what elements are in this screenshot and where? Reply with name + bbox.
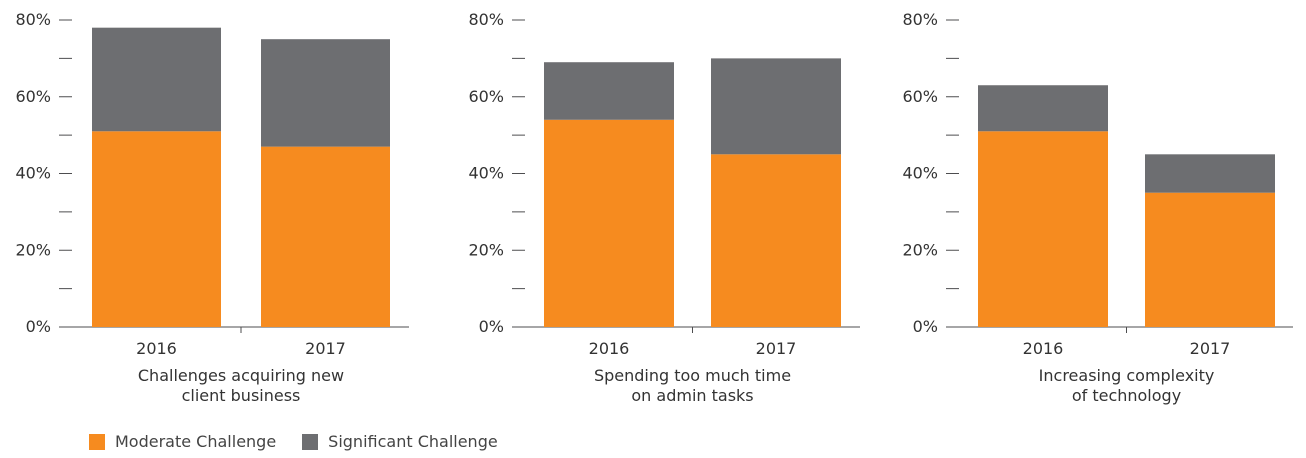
chart-3-bar-2017-significant [1145,154,1275,193]
chart-1-bar-2016-significant [92,27,221,132]
chart-3-bar-2017-moderate [1145,192,1275,327]
chart-2-bar-2017-significant [711,58,841,155]
legend: Moderate Challenge Significant Challenge [89,432,524,451]
chart-3-x-tick-label: 2017 [1190,339,1231,358]
chart-3-bar-2016-moderate [978,131,1108,327]
chart-3-y-tick-label: 0% [913,317,938,336]
legend-label-significant: Significant Challenge [328,432,498,451]
legend-swatch-moderate [89,433,105,450]
chart-2-y-tick-label: 40% [468,164,504,183]
chart-1-x-tick-label: 2017 [305,339,346,358]
legend-label-moderate: Moderate Challenge [115,432,277,451]
chart-3-bar-2016-significant [978,85,1108,132]
chart-1-bar-2017-moderate [261,146,390,327]
chart-2-bar-2016-moderate [544,119,674,328]
legend-swatch-significant [302,433,319,450]
chart-3-x-axis-label-line-1: Increasing complexity [1039,366,1215,385]
chart-3-y-tick-label: 20% [902,240,938,259]
chart-2-bar-2016-significant [544,62,674,120]
chart-3-y-tick-label: 40% [902,164,938,183]
chart-2-x-axis-label-line-2: on admin tasks [631,386,753,405]
chart-2-bar-2017-moderate [711,154,841,327]
chart-2-y-tick-label: 60% [468,87,504,106]
chart-1-y-tick-label: 80% [15,10,51,29]
chart-1-y-tick-label: 60% [15,87,51,106]
chart-1-bar-2017-significant [261,39,390,147]
charts-svg: 0% 20% 40% 60% 80% 2016 2017 Challenges acquiri… [15,10,1293,405]
chart-3-y-tick-label: 60% [902,87,938,106]
legend-item-moderate: Moderate Challenge [89,432,276,451]
chart-2-x-tick-label: 2016 [589,339,630,358]
chart-1-y-tick-label: 0% [26,317,51,336]
chart-3-x-axis-label-line-2: of technology [1072,386,1181,405]
chart-2-y-tick-label: 0% [479,317,504,336]
chart-1-bar-2016-moderate [92,131,221,327]
chart-1-x-axis-label-line-1: Challenges acquiring new [138,366,344,385]
legend-item-significant: Significant Challenge [302,432,498,451]
chart-1-x-axis-label-line-2: client business [182,386,301,405]
chart-3-y-tick-label: 80% [902,10,938,29]
chart-1-y-tick-label: 40% [15,164,51,183]
chart-2-y-tick-label: 80% [468,10,504,29]
chart-3-x-tick-label: 2016 [1023,339,1064,358]
chart-2-x-tick-label: 2017 [756,339,797,358]
chart-1-x-tick-label: 2016 [136,339,177,358]
chart-2-x-axis-label-line-1: Spending too much time [594,366,791,385]
chart-2-y-tick-label: 20% [468,240,504,259]
chart-1-y-tick-label: 20% [15,240,51,259]
